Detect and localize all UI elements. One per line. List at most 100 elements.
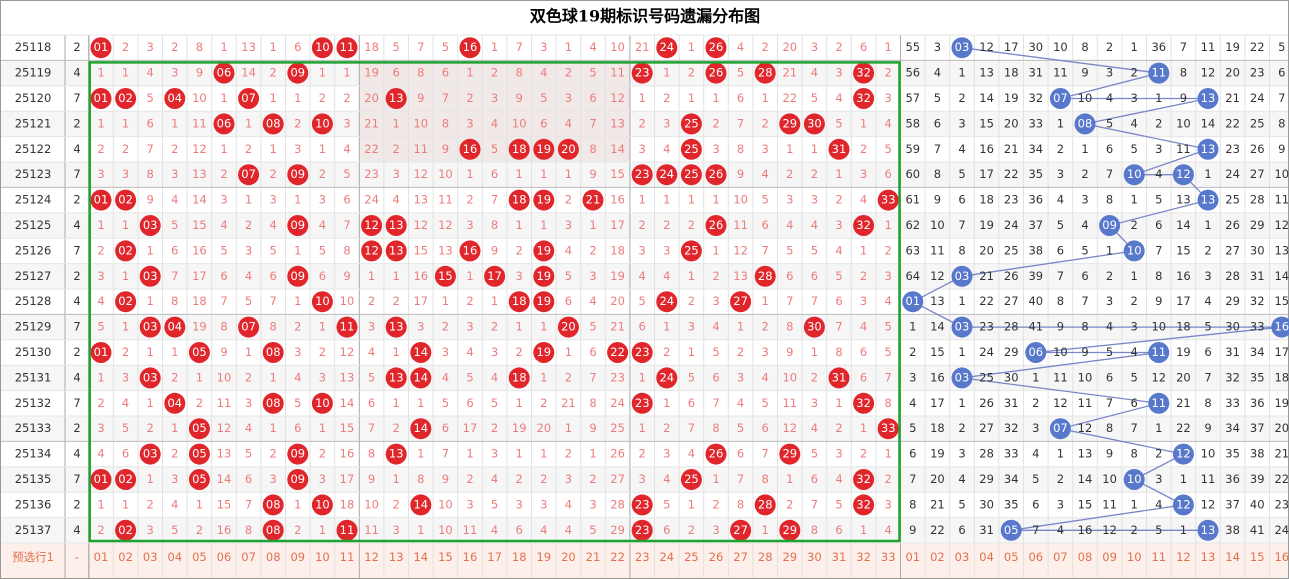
blue-miss: 24 xyxy=(1274,523,1289,537)
blue-miss: 18 xyxy=(1274,370,1289,384)
row-band xyxy=(359,111,630,137)
red-miss: 28 xyxy=(610,497,625,511)
red-miss: 5 xyxy=(442,396,449,410)
blue-miss: 21 xyxy=(1274,447,1289,461)
blue-miss: 9 xyxy=(1180,91,1187,105)
red-miss: 10 xyxy=(782,370,797,384)
red-miss: 3 xyxy=(319,472,326,486)
red-ball-number: 26 xyxy=(709,40,724,54)
red-miss: 5 xyxy=(343,167,350,181)
red-miss: 20 xyxy=(610,294,625,308)
red-miss: 2 xyxy=(540,472,547,486)
red-miss: 4 xyxy=(885,523,892,537)
blue-miss: 1 xyxy=(958,396,965,410)
red-miss: 7 xyxy=(811,294,818,308)
red-ball-number: 08 xyxy=(266,116,281,130)
red-miss: 4 xyxy=(540,66,547,80)
red-miss: 1 xyxy=(97,370,104,384)
blue-miss: 8 xyxy=(1081,40,1088,54)
red-miss: 10 xyxy=(192,91,207,105)
blue-ball-number: 12 xyxy=(1176,497,1191,511)
red-miss: 8 xyxy=(220,320,227,334)
blue-miss: 1 xyxy=(1131,193,1138,207)
red-miss: 3 xyxy=(688,320,695,334)
red-miss: 7 xyxy=(147,142,154,156)
mark: 7 xyxy=(73,396,80,410)
blue-miss: 37 xyxy=(1250,421,1265,435)
blue-miss: 4 xyxy=(1131,345,1138,359)
blue-miss: 27 xyxy=(1004,294,1019,308)
red-ball-number: 06 xyxy=(217,116,232,130)
blue-miss: 12 xyxy=(1274,218,1289,232)
footer-blue: 12 xyxy=(1176,550,1191,564)
blue-miss: 34 xyxy=(1250,345,1265,359)
red-miss: 11 xyxy=(733,218,748,232)
red-miss: 21 xyxy=(610,320,625,334)
blue-miss: 13 xyxy=(1078,447,1093,461)
red-miss: 1 xyxy=(712,91,719,105)
blue-miss: 9 xyxy=(1204,421,1211,435)
blue-miss: 17 xyxy=(1004,40,1019,54)
blue-miss: 30 xyxy=(1004,370,1019,384)
blue-miss: 3 xyxy=(1081,193,1088,207)
period: 25137 xyxy=(15,523,52,537)
blue-ball-number: 13 xyxy=(1201,91,1216,105)
red-miss: 2 xyxy=(688,523,695,537)
period: 25122 xyxy=(15,142,52,156)
red-miss: 1 xyxy=(319,421,326,435)
footer-red: 10 xyxy=(315,550,330,564)
red-miss: 4 xyxy=(737,40,744,54)
blue-ball xyxy=(902,291,924,313)
red-miss: 1 xyxy=(466,66,473,80)
red-miss: 2 xyxy=(393,421,400,435)
red-miss: 5 xyxy=(712,345,719,359)
red-miss: 2 xyxy=(245,218,252,232)
red-miss: 1 xyxy=(171,345,178,359)
red-miss: 3 xyxy=(565,218,572,232)
blue-miss: 20 xyxy=(930,472,945,486)
footer-blue: 02 xyxy=(930,550,945,564)
blue-miss: 22 xyxy=(1250,40,1265,54)
blue-miss: 1 xyxy=(1106,243,1113,257)
blue-miss: 2 xyxy=(909,345,916,359)
red-ball-number: 28 xyxy=(758,66,773,80)
red-miss: 10 xyxy=(438,523,453,537)
red-miss: 17 xyxy=(610,218,625,232)
red-ball xyxy=(853,392,875,414)
red-miss: 5 xyxy=(393,40,400,54)
blue-miss: 26 xyxy=(1250,142,1265,156)
red-ball xyxy=(115,189,137,211)
red-ball xyxy=(385,443,407,465)
red-ball-number: 25 xyxy=(684,142,699,156)
blue-ball xyxy=(1148,342,1170,363)
red-ball-number: 18 xyxy=(512,294,527,308)
red-miss: 23 xyxy=(364,167,379,181)
blue-miss: 6 xyxy=(1278,66,1285,80)
red-miss: 6 xyxy=(491,167,498,181)
red-miss: 1 xyxy=(540,320,547,334)
red-miss: 12 xyxy=(413,218,428,232)
red-miss: 1 xyxy=(737,320,744,334)
blue-miss: 35 xyxy=(1225,447,1240,461)
blue-miss: 18 xyxy=(1176,320,1191,334)
blue-miss: 35 xyxy=(1004,497,1019,511)
red-miss: 13 xyxy=(733,269,748,283)
red-miss: 3 xyxy=(393,523,400,537)
red-miss: 1 xyxy=(835,167,842,181)
blue-miss: 7 xyxy=(1131,421,1138,435)
red-ball-number: 02 xyxy=(118,91,133,105)
blue-miss: 4 xyxy=(1106,320,1113,334)
blue-miss: 2 xyxy=(1057,472,1064,486)
red-miss: 3 xyxy=(712,523,719,537)
red-ball xyxy=(853,88,875,109)
red-ball xyxy=(115,469,137,490)
red-miss: 12 xyxy=(782,421,797,435)
red-ball-number: 14 xyxy=(413,370,428,384)
blue-miss: 61 xyxy=(905,193,920,207)
red-ball xyxy=(705,443,727,465)
red-miss: 3 xyxy=(589,497,596,511)
red-miss: 24 xyxy=(364,193,379,207)
red-miss: 3 xyxy=(245,396,252,410)
blue-miss: 22 xyxy=(1274,472,1289,486)
red-miss: 17 xyxy=(192,269,207,283)
